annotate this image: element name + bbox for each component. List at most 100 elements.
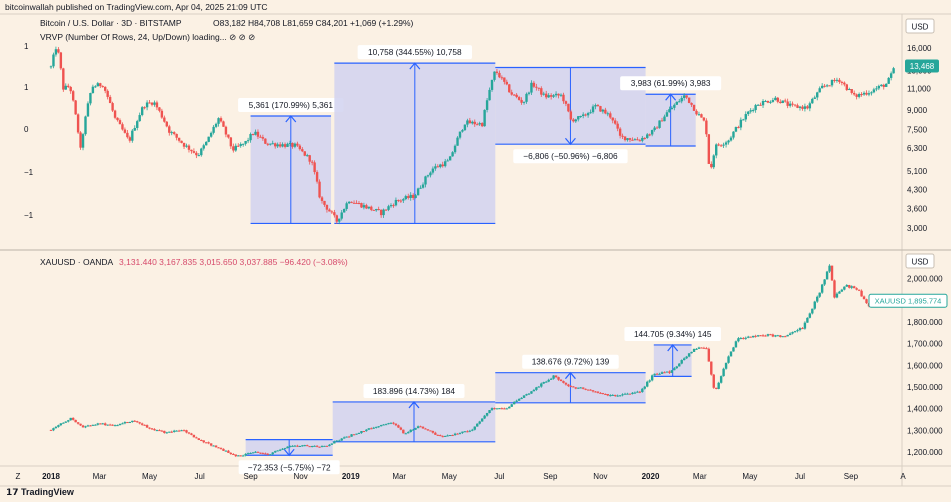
candle-body [224,126,228,135]
candle [293,142,297,149]
candle-body [527,393,531,395]
btc-y-tick-label: 6,300 [907,144,928,153]
candle [554,91,558,98]
candle-body [855,288,858,290]
candle-body [830,265,834,281]
candle-body [549,95,553,97]
candle [862,295,866,300]
measure-label: −72.353 (−5.75%) −72 [248,462,331,472]
candle-body [195,152,198,156]
candle-body [313,162,316,173]
btc-panel[interactable]: 5,361 (170.99%) 5,361 10,758 (344.55%) 10… [24,42,939,233]
measure-box-3[interactable]: 144.705 (9.34%) 145 [624,326,721,377]
candle [606,394,610,397]
candle-body [407,432,410,434]
candle-body [638,140,642,142]
candle [552,375,555,380]
candle [145,424,149,428]
candle-body [537,386,541,388]
tradingview-brand: 𝟭𝟳 TradingView [6,487,74,498]
candle [187,432,191,435]
candle [259,134,262,138]
candle-body [402,429,405,434]
btc-currency-badge[interactable] [905,18,935,34]
candle-body [515,94,518,98]
candle-body [500,77,504,79]
candle [572,386,575,388]
candle-body [532,82,536,87]
measure-box-0[interactable]: −72.353 (−5.75%) −72 [238,439,340,475]
candle-body [872,89,876,93]
measure-box-0[interactable]: 5,361 (170.99%) 5,361 [238,98,344,225]
candle-body [342,437,346,439]
candle [118,118,122,125]
candle-body [145,102,149,108]
candle-body [375,209,378,211]
candle [453,144,457,154]
candle-body [323,445,326,447]
candle [360,202,363,209]
candle [515,93,518,99]
candle-body [697,347,701,349]
candle-body [212,126,215,133]
candle-body [394,199,398,206]
candle [601,108,605,114]
candle [128,135,132,143]
gold-currency-badge[interactable] [905,253,935,269]
candle [150,428,154,431]
time-axis-label: Jul [494,472,504,481]
candle-body [793,331,797,333]
main-panel-frame [0,13,951,487]
candle-body [333,441,336,444]
candle-body [456,433,459,435]
candle-body [705,348,708,350]
candle-body [759,335,762,337]
candle-body [813,301,816,309]
candle-body [766,100,770,103]
candle [330,210,334,215]
time-axis[interactable]: Z 2018 Mar May Jul Sep Nov 2019 Mar May Jul Sep Nov 2… [16,472,907,481]
candle [512,93,516,96]
candle-body [219,118,223,122]
candle [830,265,834,281]
gold-panel[interactable]: −72.353 (−5.75%) −72 183.896 (14.73%) 184… [49,264,948,475]
candle [638,138,642,142]
candle-body [692,348,696,352]
candle-body [424,428,427,430]
candle [397,424,400,428]
candle [138,421,141,425]
candle [850,88,853,95]
candle-body [744,114,747,120]
candle-body [668,109,671,113]
candle-body [892,68,895,74]
candle [889,71,893,81]
candle-body [434,432,437,435]
candle [823,83,826,88]
candle [473,426,476,431]
candle [658,120,661,129]
candle [833,78,836,83]
measure-box-1[interactable]: 183.896 (14.73%) 184 [332,383,496,443]
candle-body [108,96,112,104]
candle [678,363,681,367]
candle [707,134,711,165]
measure-box-3[interactable]: 3,983 (61.99%) 3,983 [620,76,722,147]
candle [549,93,553,100]
candle-body [769,101,772,103]
candle-body [362,205,366,208]
candle [852,285,856,289]
candle [411,193,415,201]
btc-title: Bitcoin / U.S. Dollar · 3D · BITSTAMP [40,18,182,28]
time-axis-label: Jul [195,472,205,481]
candle [806,317,809,323]
candle-body [719,376,723,383]
candle [99,423,102,425]
candle-body [79,423,82,426]
candle [798,105,802,111]
measure-box-2[interactable]: 138.676 (9.72%) 139 [495,354,646,404]
candle-body [579,387,582,389]
candle-body [397,425,400,428]
candle-body [367,428,371,430]
candle-body [185,145,188,147]
